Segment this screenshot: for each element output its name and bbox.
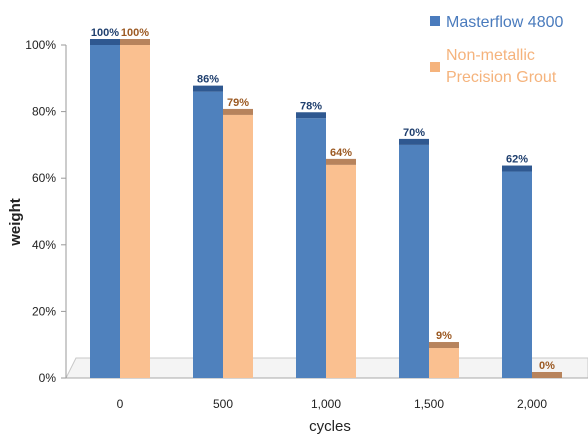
bar-cap-series-1-1 <box>193 85 223 92</box>
data-label-series-1-2: 78% <box>300 100 322 112</box>
data-label-series-1-1: 86% <box>197 74 219 86</box>
bar-series-1-3 <box>399 144 429 378</box>
y-tick-label: 40% <box>32 238 56 252</box>
legend-swatch-series-2 <box>430 62 440 72</box>
bar-cap-series-1-0 <box>90 39 120 45</box>
x-tick-label: 1,000 <box>311 397 341 411</box>
data-label-series-1-0: 100% <box>91 27 119 39</box>
bar-cap-series-2-0 <box>120 39 150 45</box>
y-tick-label: 80% <box>32 105 56 119</box>
bar-cap-series-1-3 <box>399 138 429 145</box>
bar-series-2-2 <box>326 164 356 378</box>
data-label-series-1-3: 70% <box>403 127 425 139</box>
bar-cap-series-2-4 <box>532 372 562 378</box>
bar-cap-series-1-2 <box>296 112 326 119</box>
bar-series-2-0 <box>120 45 150 378</box>
data-label-series-2-1: 79% <box>227 97 249 109</box>
y-axis-title: weight <box>7 198 24 247</box>
x-tick-label: 0 <box>117 397 124 411</box>
x-axis-title: cycles <box>309 418 351 435</box>
bar-series-1-2 <box>296 118 326 378</box>
data-labels: 100% 100% 86% 79% 78% 64% 70% 9% 62% 0% <box>91 27 555 372</box>
data-label-series-2-4: 0% <box>539 360 555 372</box>
y-tick-label: 0% <box>39 371 57 385</box>
data-label-series-2-0: 100% <box>121 27 149 39</box>
data-label-series-1-4: 62% <box>506 154 528 166</box>
legend-label-series-1: Masterflow 4800 <box>446 14 563 31</box>
x-tick-labels: 0 500 1,000 1,500 2,000 <box>117 397 548 411</box>
y-tick-labels: 0% 20% 40% 60% 80% 100% <box>25 38 56 385</box>
legend-swatch-series-1 <box>430 16 440 26</box>
y-tick-label: 20% <box>32 304 56 318</box>
y-tick-label: 60% <box>32 171 56 185</box>
bar-cap-series-2-2 <box>326 158 356 165</box>
bar-series-2-3 <box>429 348 459 378</box>
bars <box>90 39 562 379</box>
y-axis <box>61 44 67 379</box>
bar-series-2-1 <box>223 114 253 379</box>
bar-series-1-1 <box>193 91 223 379</box>
legend: Masterflow 4800 Non-metallic Precision Gro… <box>430 14 563 86</box>
legend-label-series-2: Non-metallic Precision Grout <box>446 47 557 86</box>
x-tick-label: 2,000 <box>517 397 547 411</box>
x-tick-label: 1,500 <box>414 397 444 411</box>
bar-series-1-4 <box>502 171 532 378</box>
data-label-series-2-3: 9% <box>436 330 452 342</box>
bar-cap-series-2-1 <box>223 108 253 115</box>
y-tick-label: 100% <box>25 38 56 52</box>
x-tick-label: 500 <box>213 397 233 411</box>
bar-cap-series-1-4 <box>502 165 532 172</box>
data-label-series-2-2: 64% <box>330 147 352 159</box>
bar-series-1-0 <box>90 45 120 378</box>
bar-cap-series-2-3 <box>429 342 459 349</box>
